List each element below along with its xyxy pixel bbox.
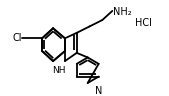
Text: Cl: Cl: [13, 33, 22, 43]
Text: NH: NH: [52, 66, 65, 75]
Text: HCl: HCl: [135, 18, 152, 28]
Text: NH₂: NH₂: [113, 7, 132, 17]
Text: N: N: [95, 86, 102, 96]
